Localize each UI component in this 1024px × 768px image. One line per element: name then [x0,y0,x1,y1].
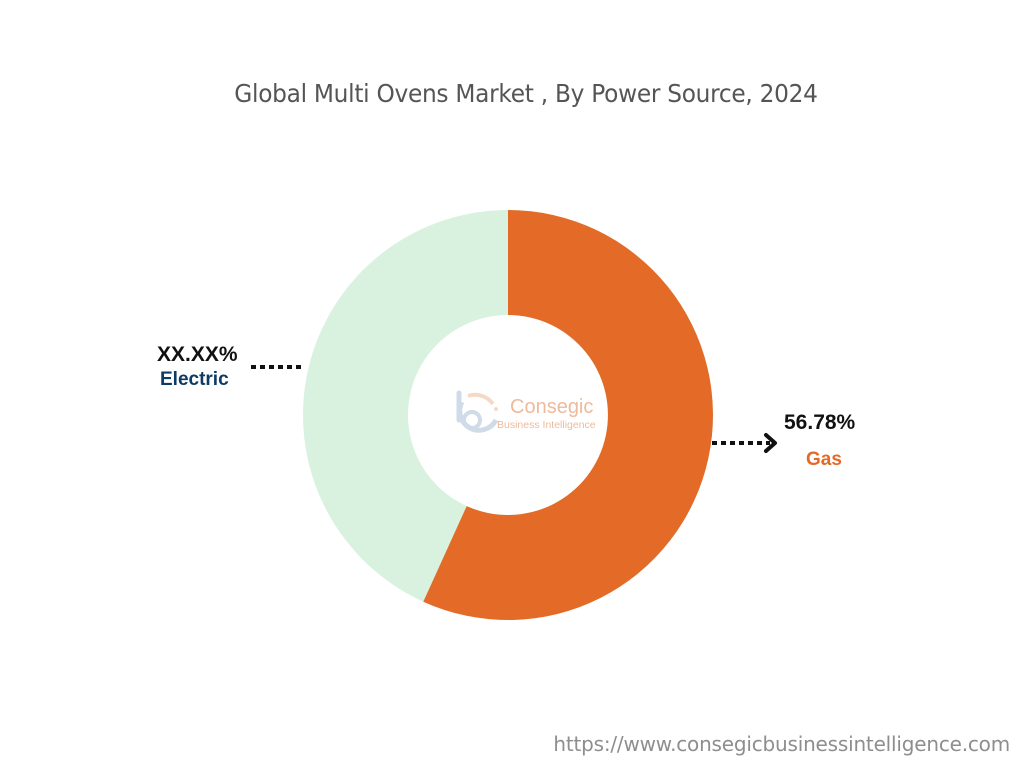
gas-arrow-head-icon [764,433,777,453]
consegic-logo-icon [456,390,499,433]
logo-subtitle: Business Intelligence [497,419,596,431]
footer-url: https://www.consegicbusinessintelligence… [553,732,1010,756]
electric-category-label: Electric [160,369,229,390]
donut-segment-gas [423,210,713,620]
chart-title: Global Multi Ovens Market , By Power Sou… [234,79,818,108]
logo-title: Consegic [510,396,594,418]
gas-percent-label: 56.78% [784,411,856,434]
gas-category-label: Gas [806,449,842,470]
electric-percent-label: XX.XX% [157,343,238,366]
